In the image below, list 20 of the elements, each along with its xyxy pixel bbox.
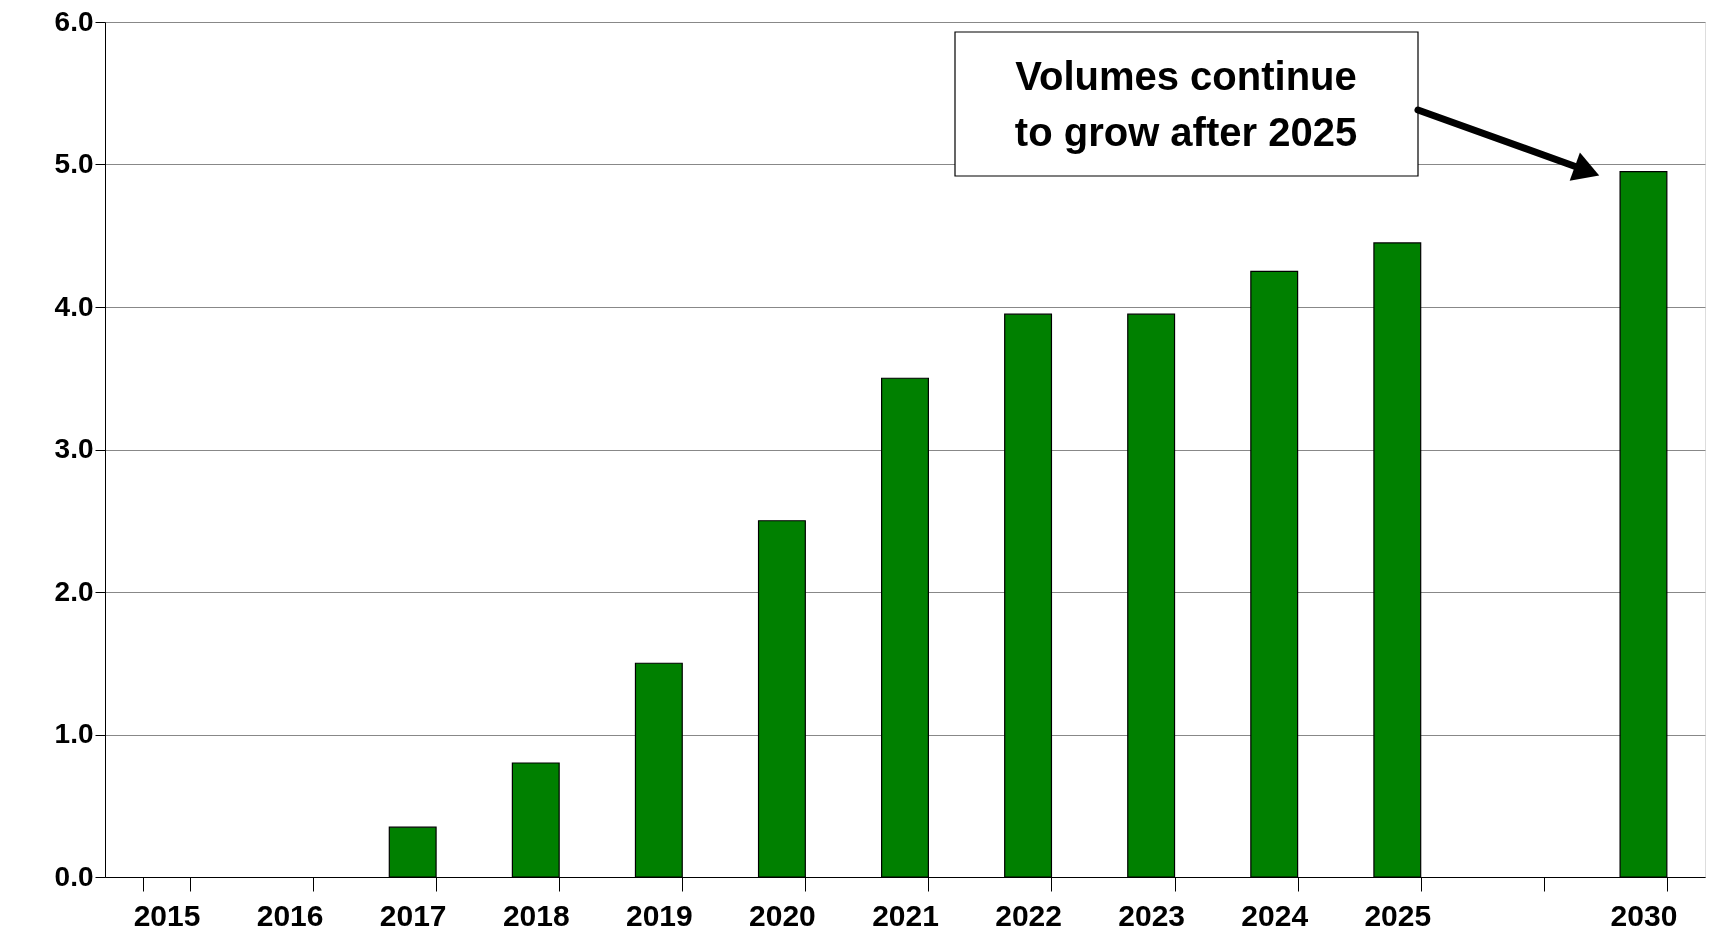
y-tick-label: 2.0 [54,575,94,607]
x-tick-label: 2019 [625,898,693,932]
y-tick-label: 3.0 [54,433,94,464]
annotation: Volumes continue to grow after 2025 [1014,54,1358,154]
x-tick-label: 2017 [379,898,447,932]
y-tick-label: 0.0 [54,860,94,892]
x-tick-label: 2016 [256,898,324,932]
x-tick-label: 2020 [749,898,816,932]
x-tick-label: 2015 [133,898,201,932]
x-tick-label: 2030 [1610,898,1678,932]
x-tick-label: 2018 [502,898,570,932]
y-tick-label: 1.0 [54,718,94,749]
y-tick-label: 5.0 [54,148,94,179]
x-tick-label: 2021 [872,898,939,932]
x-tick-label: 2025 [1364,898,1432,932]
y-tick-label: 4.0 [54,290,94,322]
y-tick-label: 6.0 [54,5,94,37]
x-tick-label: 2023 [1118,898,1186,932]
x-tick-label: 2022 [995,898,1062,932]
x-tick-label: 2024 [1241,898,1309,932]
